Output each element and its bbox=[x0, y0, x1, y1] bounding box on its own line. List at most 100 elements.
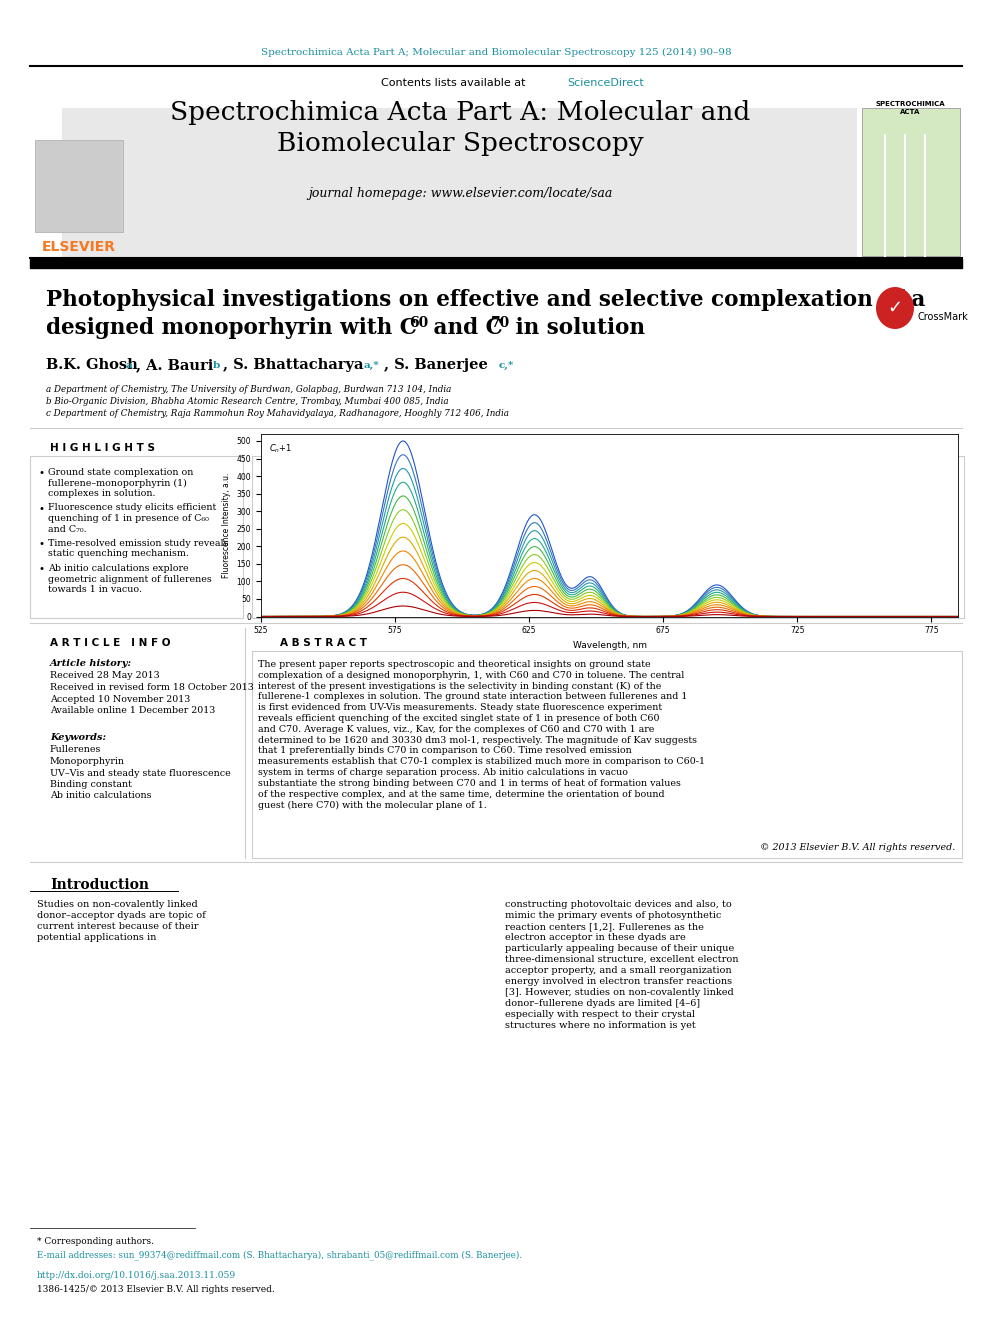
Text: especially with respect to their crystal: especially with respect to their crystal bbox=[505, 1009, 695, 1019]
Text: in solution: in solution bbox=[508, 318, 645, 339]
Text: Photophysical investigations on effective and selective complexation of a: Photophysical investigations on effectiv… bbox=[46, 288, 926, 311]
Text: designed monoporhyrin with C: designed monoporhyrin with C bbox=[46, 318, 417, 339]
Text: Available online 1 December 2013: Available online 1 December 2013 bbox=[50, 706, 215, 714]
Text: Fullerenes: Fullerenes bbox=[50, 745, 101, 754]
Text: Spectrochimica Acta Part A: Molecular and
Biomolecular Spectroscopy: Spectrochimica Acta Part A: Molecular an… bbox=[170, 101, 750, 156]
Text: is first evidenced from UV-Vis measurements. Steady state fluorescence experimen: is first evidenced from UV-Vis measureme… bbox=[258, 704, 662, 712]
Bar bbox=[35, 140, 123, 232]
Text: a Department of Chemistry, The University of Burdwan, Golapbag, Burdwan 713 104,: a Department of Chemistry, The Universit… bbox=[46, 385, 451, 394]
Text: Spectrochimica Acta Part A; Molecular and Biomolecular Spectroscopy 125 (2014) 9: Spectrochimica Acta Part A; Molecular an… bbox=[261, 48, 731, 57]
Text: static quenching mechanism.: static quenching mechanism. bbox=[48, 549, 188, 558]
Text: , S. Bhattacharya: , S. Bhattacharya bbox=[223, 359, 363, 372]
Text: fullerene-1 complexes in solution. The ground state interaction between fulleren: fullerene-1 complexes in solution. The g… bbox=[258, 692, 687, 701]
Text: journal homepage: www.elsevier.com/locate/saa: journal homepage: www.elsevier.com/locat… bbox=[308, 187, 612, 200]
Bar bbox=[30, 456, 243, 618]
Text: interest of the present investigations is the selectivity in binding constant (K: interest of the present investigations i… bbox=[258, 681, 662, 691]
Text: http://dx.doi.org/10.1016/j.saa.2013.11.059: http://dx.doi.org/10.1016/j.saa.2013.11.… bbox=[37, 1270, 236, 1279]
Text: Keywords:: Keywords: bbox=[50, 733, 106, 741]
Text: $C_n$+1: $C_n$+1 bbox=[269, 442, 293, 455]
Text: Accepted 10 November 2013: Accepted 10 November 2013 bbox=[50, 695, 190, 704]
Text: three-dimensional structure, excellent electron: three-dimensional structure, excellent e… bbox=[505, 955, 738, 964]
Text: quenching of 1 in presence of C₆₀: quenching of 1 in presence of C₆₀ bbox=[48, 515, 209, 523]
Text: Ab initio calculations: Ab initio calculations bbox=[50, 791, 152, 800]
Text: SPECTROCHIMICA
ACTA: SPECTROCHIMICA ACTA bbox=[875, 102, 944, 115]
Text: energy involved in electron transfer reactions: energy involved in electron transfer rea… bbox=[505, 976, 732, 986]
Text: Article history:: Article history: bbox=[50, 659, 132, 668]
Text: © 2013 Elsevier B.V. All rights reserved.: © 2013 Elsevier B.V. All rights reserved… bbox=[760, 844, 955, 852]
Text: substantiate the strong binding between C70 and 1 in terms of heat of formation : substantiate the strong binding between … bbox=[258, 779, 681, 787]
Text: reaction centers [1,2]. Fullerenes as the: reaction centers [1,2]. Fullerenes as th… bbox=[505, 922, 704, 931]
Text: a,*: a,* bbox=[364, 360, 380, 369]
Text: Fluorescence study elicits efficient: Fluorescence study elicits efficient bbox=[48, 504, 216, 512]
Text: geometric alignment of fullerenes: geometric alignment of fullerenes bbox=[48, 574, 211, 583]
Text: ELSEVIER: ELSEVIER bbox=[42, 239, 116, 254]
Text: A R T I C L E   I N F O: A R T I C L E I N F O bbox=[50, 638, 171, 648]
Text: [3]. However, studies on non-covalently linked: [3]. However, studies on non-covalently … bbox=[505, 988, 734, 998]
Text: CrossMark: CrossMark bbox=[917, 312, 968, 321]
Text: H I G H L I G H T S: H I G H L I G H T S bbox=[50, 443, 155, 452]
Text: b Bio-Organic Division, Bhabha Atomic Research Centre, Trombay, Mumbai 400 085, : b Bio-Organic Division, Bhabha Atomic Re… bbox=[46, 397, 448, 406]
Bar bbox=[62, 108, 857, 258]
Text: , A. Bauri: , A. Bauri bbox=[136, 359, 213, 372]
Text: towards 1 in vacuo.: towards 1 in vacuo. bbox=[48, 585, 142, 594]
Text: Received in revised form 18 October 2013: Received in revised form 18 October 2013 bbox=[50, 683, 254, 692]
Text: Introduction: Introduction bbox=[50, 878, 149, 892]
Bar bbox=[862, 108, 960, 255]
Text: fullerene–monoporphyrin (1): fullerene–monoporphyrin (1) bbox=[48, 479, 186, 488]
Text: mimic the primary events of photosynthetic: mimic the primary events of photosynthet… bbox=[505, 912, 721, 919]
Text: E-mail addresses: sun_99374@rediffmail.com (S. Bhattacharya), shrabanti_05@redif: E-mail addresses: sun_99374@rediffmail.c… bbox=[37, 1250, 522, 1259]
Text: * Corresponding authors.: * Corresponding authors. bbox=[37, 1237, 154, 1246]
Text: •: • bbox=[38, 564, 44, 574]
Text: Binding constant: Binding constant bbox=[50, 781, 132, 789]
X-axis label: Wavelength, nm: Wavelength, nm bbox=[572, 640, 647, 650]
Text: complexes in solution.: complexes in solution. bbox=[48, 490, 156, 497]
Text: c,*: c,* bbox=[499, 360, 515, 369]
Y-axis label: Fluorescence Intensity, a.u.: Fluorescence Intensity, a.u. bbox=[222, 472, 231, 578]
Text: , S. Banerjee: , S. Banerjee bbox=[384, 359, 488, 372]
Text: G R A P H I C A L   A B S T R A C T: G R A P H I C A L A B S T R A C T bbox=[318, 443, 512, 452]
Text: Contents lists available at: Contents lists available at bbox=[381, 78, 529, 89]
Text: 1386-1425/© 2013 Elsevier B.V. All rights reserved.: 1386-1425/© 2013 Elsevier B.V. All right… bbox=[37, 1285, 275, 1294]
Text: electron acceptor in these dyads are: electron acceptor in these dyads are bbox=[505, 933, 685, 942]
Text: Ab initio calculations explore: Ab initio calculations explore bbox=[48, 564, 188, 573]
Text: 70: 70 bbox=[491, 316, 510, 329]
Text: 60: 60 bbox=[409, 316, 429, 329]
Text: acceptor property, and a small reorganization: acceptor property, and a small reorganiz… bbox=[505, 966, 732, 975]
Text: a: a bbox=[126, 360, 133, 369]
Text: system in terms of charge separation process. Ab initio calculations in vacuo: system in terms of charge separation pro… bbox=[258, 767, 628, 777]
Text: Time-resolved emission study reveals: Time-resolved emission study reveals bbox=[48, 538, 228, 548]
Text: Studies on non-covalently linked: Studies on non-covalently linked bbox=[37, 900, 197, 909]
Text: determined to be 1620 and 30330 dm3 mol-1, respectively. The magnitude of Kav su: determined to be 1620 and 30330 dm3 mol-… bbox=[258, 736, 697, 745]
Bar bbox=[252, 651, 962, 859]
Text: reveals efficient quenching of the excited singlet state of 1 in presence of bot: reveals efficient quenching of the excit… bbox=[258, 714, 660, 722]
Text: B.K. Ghosh: B.K. Ghosh bbox=[46, 359, 138, 372]
Text: and C₇₀.: and C₇₀. bbox=[48, 524, 86, 533]
Text: A B S T R A C T: A B S T R A C T bbox=[280, 638, 367, 648]
Text: •: • bbox=[38, 468, 44, 478]
Text: donor–fullerene dyads are limited [4–6]: donor–fullerene dyads are limited [4–6] bbox=[505, 999, 700, 1008]
Text: measurements establish that C70-1 complex is stabilized much more in comparison : measurements establish that C70-1 comple… bbox=[258, 757, 705, 766]
Text: The present paper reports spectroscopic and theoretical insights on ground state: The present paper reports spectroscopic … bbox=[258, 660, 651, 669]
Text: Monoporphyrin: Monoporphyrin bbox=[50, 757, 125, 766]
Text: structures where no information is yet: structures where no information is yet bbox=[505, 1021, 695, 1031]
Text: ✓: ✓ bbox=[888, 299, 903, 318]
Text: ScienceDirect: ScienceDirect bbox=[567, 78, 644, 89]
Text: and C70. Average K values, viz., Kav, for the complexes of C60 and C70 with 1 ar: and C70. Average K values, viz., Kav, fo… bbox=[258, 725, 655, 734]
Text: •: • bbox=[38, 538, 44, 549]
Bar bbox=[252, 456, 964, 618]
Text: complexation of a designed monoporphyrin, 1, with C60 and C70 in toluene. The ce: complexation of a designed monoporphyrin… bbox=[258, 671, 684, 680]
Text: particularly appealing because of their unique: particularly appealing because of their … bbox=[505, 945, 734, 953]
Text: constructing photovoltaic devices and also, to: constructing photovoltaic devices and al… bbox=[505, 900, 732, 909]
Text: donor–acceptor dyads are topic of: donor–acceptor dyads are topic of bbox=[37, 912, 205, 919]
Text: Received 28 May 2013: Received 28 May 2013 bbox=[50, 672, 160, 680]
Ellipse shape bbox=[876, 287, 914, 329]
Text: guest (here C70) with the molecular plane of 1.: guest (here C70) with the molecular plan… bbox=[258, 800, 487, 810]
Text: potential applications in: potential applications in bbox=[37, 933, 157, 942]
Text: that 1 preferentially binds C70 in comparison to C60. Time resolved emission: that 1 preferentially binds C70 in compa… bbox=[258, 746, 632, 755]
Text: of the respective complex, and at the same time, determine the orientation of bo: of the respective complex, and at the sa… bbox=[258, 790, 665, 799]
Text: b: b bbox=[213, 360, 220, 369]
Text: •: • bbox=[38, 504, 44, 513]
Text: and C: and C bbox=[426, 318, 503, 339]
Text: Ground state complexation on: Ground state complexation on bbox=[48, 468, 193, 478]
Text: c Department of Chemistry, Raja Rammohun Roy Mahavidyalaya, Radhanagore, Hooghly: c Department of Chemistry, Raja Rammohun… bbox=[46, 410, 509, 418]
